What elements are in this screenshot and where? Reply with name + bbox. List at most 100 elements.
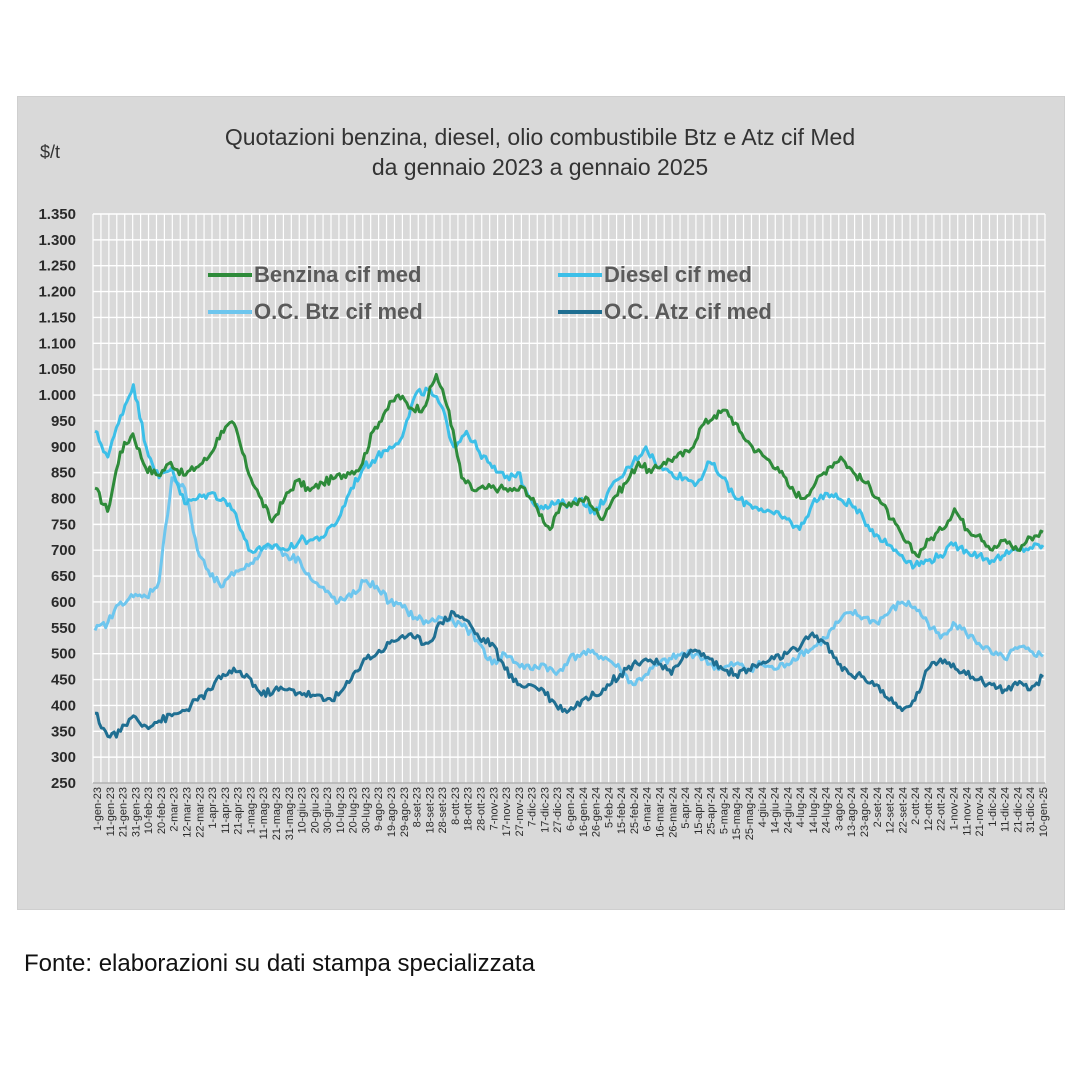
x-tick-label: 31-gen-23	[130, 787, 142, 837]
legend-label-benzina: Benzina cif med	[254, 262, 422, 287]
x-tick-label: 25-mag-24	[744, 787, 756, 840]
x-tick-label: 8-set-23	[412, 787, 424, 827]
y-tick-label: 1.100	[38, 335, 76, 352]
x-tick-label: 10-lug-23	[335, 787, 347, 833]
x-tick-label: 23-ago-24	[859, 787, 871, 837]
x-tick-label: 20-giu-23	[309, 787, 321, 833]
y-tick-label: 300	[51, 749, 76, 766]
legend-label-diesel: Diesel cif med	[604, 262, 752, 287]
x-tick-label: 25-apr-24	[706, 787, 718, 835]
x-tick-label: 21-nov-24	[974, 787, 986, 837]
x-tick-label: 21-gen-23	[118, 787, 130, 837]
y-tick-label: 650	[51, 568, 76, 585]
x-tick-label: 21-mag-23	[271, 787, 283, 840]
y-tick-label: 550	[51, 620, 76, 637]
legend-swatch-oc-btz	[208, 310, 252, 314]
x-tick-label: 3-ago-24	[833, 787, 845, 831]
x-tick-label: 4-lug-24	[795, 787, 807, 827]
x-tick-label: 10-feb-23	[143, 787, 155, 834]
y-tick-label: 1.300	[38, 232, 76, 249]
y-tick-label: 1.150	[38, 309, 76, 326]
x-tick-label: 31-dic-24	[1025, 787, 1037, 833]
x-tick-label: 18-set-23	[424, 787, 436, 833]
y-tick-label: 750	[51, 516, 76, 533]
x-tick-label: 12-mar-23	[181, 787, 193, 838]
legend-swatch-oc-atz	[558, 310, 602, 314]
legend-item-benzina: Benzina cif med	[208, 260, 421, 290]
x-tick-label: 26-mar-24	[667, 787, 679, 838]
x-tick-label: 27-nov-23	[514, 787, 526, 837]
y-axis-unit-label: $/t	[40, 142, 61, 162]
x-tick-label: 16-gen-24	[578, 787, 590, 837]
x-tick-label: 1-dic-24	[987, 787, 999, 827]
x-tick-label: 20-lug-23	[348, 787, 360, 833]
x-tick-label: 30-lug-23	[360, 787, 372, 833]
y-tick-label: 700	[51, 542, 76, 559]
x-tick-label: 30-giu-23	[322, 787, 334, 833]
y-tick-label: 1.200	[38, 284, 76, 301]
y-tick-label: 900	[51, 439, 76, 456]
x-tick-label: 10-giu-23	[297, 787, 309, 833]
x-tick-label: 22-set-24	[897, 787, 909, 833]
y-tick-label: 1.250	[38, 258, 76, 275]
series-line-o-c-atz-cif-med	[95, 609, 1044, 739]
x-tick-label: 27-dic-23	[552, 787, 564, 833]
x-tick-labels: 1-gen-23 11-gen-23 21-gen-23 31-gen-23 10-fe…	[92, 787, 1050, 840]
y-tick-label: 800	[51, 491, 76, 508]
x-tick-label: 25-feb-24	[629, 787, 641, 834]
x-tick-label: 5-mag-24	[718, 787, 730, 834]
x-tick-label: 4-giu-24	[757, 787, 769, 827]
x-tick-label: 11-nov-24	[961, 787, 973, 836]
y-tick-label: 1.050	[38, 361, 76, 378]
series-line-benzina-cif-med	[94, 372, 1044, 559]
y-tick-label: 1.000	[38, 387, 76, 404]
x-tick-label: 21-dic-24	[1012, 787, 1024, 833]
x-tick-label: 21-apr-23	[233, 787, 245, 835]
y-tick-label: 450	[51, 672, 76, 689]
x-tick-label: 24-giu-24	[782, 787, 794, 833]
y-tick-label: 600	[51, 594, 76, 611]
y-tick-label: 350	[51, 723, 76, 740]
legend-item-oc-atz: O.C. Atz cif med	[558, 297, 772, 327]
x-tick-label: 17-dic-23	[539, 787, 551, 833]
x-tick-label: 15-apr-24	[693, 787, 705, 835]
y-tick-label: 500	[51, 646, 76, 663]
x-tick-label: 5-feb-24	[603, 787, 615, 828]
x-tick-label: 6-mar-24	[642, 787, 654, 832]
legend-label-oc-btz: O.C. Btz cif med	[254, 299, 423, 324]
x-tick-label: 8-ott-23	[450, 787, 462, 825]
x-tick-label: 2-mar-23	[169, 787, 181, 832]
x-tick-label: 19-ago-23	[386, 787, 398, 837]
x-tick-label: 7-nov-23	[488, 787, 500, 830]
x-tick-label: 24-lug-24	[821, 787, 833, 833]
x-tick-label: 26-gen-24	[591, 787, 603, 837]
source-note: Fonte: elaborazioni su dati stampa speci…	[24, 950, 535, 977]
x-tick-label: 2-ott-24	[910, 787, 922, 825]
series-line-o-c-btz-cif-med	[93, 476, 1044, 687]
x-tick-label: 20-feb-23	[156, 787, 168, 834]
x-tick-label: 17-nov-23	[501, 787, 513, 837]
x-tick-label: 1-mag-23	[245, 787, 257, 834]
x-tick-label: 14-lug-24	[808, 787, 820, 833]
x-tick-label: 22-ott-24	[936, 787, 948, 831]
x-tick-label: 1-nov-24	[949, 787, 961, 830]
chart-title-line-2: da gennaio 2023 a gennaio 2025	[371, 154, 709, 180]
x-tick-label: 16-mar-24	[654, 787, 666, 838]
x-tick-label: 28-set-23	[437, 787, 449, 833]
x-tick-label: 11-mag-23	[258, 787, 270, 839]
x-tick-label: 14-giu-24	[770, 787, 782, 833]
x-tick-label: 7-dic-23	[527, 787, 539, 827]
x-tick-label: 18-ott-23	[463, 787, 475, 831]
y-tick-label: 250	[51, 775, 76, 792]
x-tick-label: 28-ott-23	[476, 787, 488, 831]
x-tick-label: 12-ott-24	[923, 787, 935, 831]
legend-item-oc-btz: O.C. Btz cif med	[208, 297, 423, 327]
x-tick-label: 9-ago-23	[373, 787, 385, 831]
y-tick-label: 1.350	[38, 206, 76, 223]
y-tick-label: 950	[51, 413, 76, 430]
x-tick-label: 22-mar-23	[194, 787, 206, 838]
x-tick-label: 13-ago-24	[846, 787, 858, 837]
x-tick-label: 1-apr-23	[207, 787, 219, 829]
y-tick-label: 850	[51, 465, 76, 482]
